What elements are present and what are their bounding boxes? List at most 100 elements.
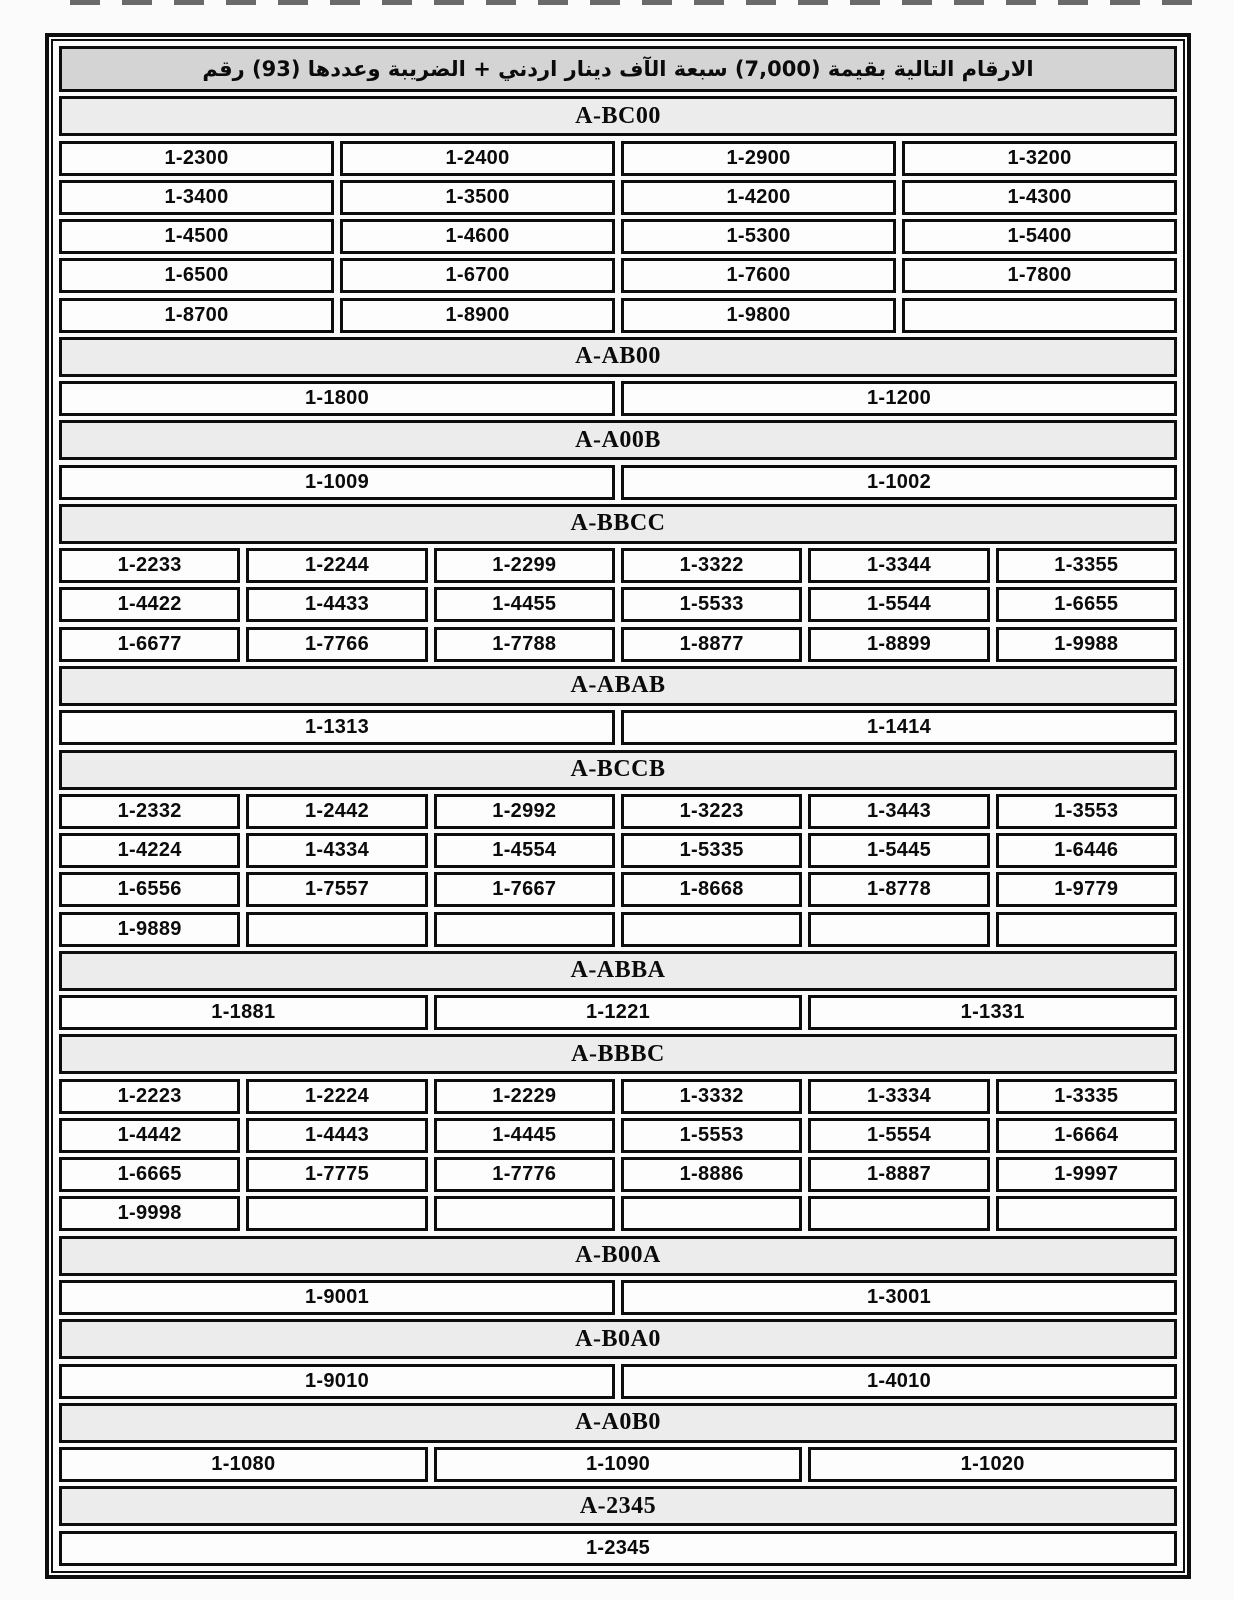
number-cell: 1-3335 bbox=[995, 1078, 1177, 1114]
number-cell: 1-2332 bbox=[59, 793, 241, 829]
number-cell: 1-2233 bbox=[59, 548, 241, 584]
table-row: 1-8700 1-8900 1-9800 bbox=[59, 297, 1177, 333]
section-header-A-A0B0: A-A0B0 bbox=[59, 1402, 1177, 1443]
section-header-A-B00A: A-B00A bbox=[59, 1235, 1177, 1276]
table-row: 1-1009 1-1002 bbox=[59, 464, 1177, 500]
number-cell: 1-7600 bbox=[621, 258, 896, 294]
number-cell: 1-6677 bbox=[59, 626, 241, 662]
number-cell: 1-4224 bbox=[59, 833, 241, 869]
number-cell: 1-5544 bbox=[808, 587, 990, 623]
number-cell: 1-5445 bbox=[808, 833, 990, 869]
table-row: 1-1080 1-1090 1-1020 bbox=[59, 1447, 1178, 1483]
section-header-A-A00B: A-A00B bbox=[59, 420, 1177, 461]
number-cell: 1-4443 bbox=[246, 1117, 428, 1153]
number-cell: 1-4010 bbox=[621, 1363, 1177, 1399]
number-cell: 1-8668 bbox=[620, 872, 803, 908]
number-cell: 1-4445 bbox=[433, 1117, 615, 1153]
section-header-A-BBCC: A-BBCC bbox=[59, 503, 1177, 544]
table-row: 1-6556 1-7557 1-7667 1-8668 1-8778 1-9779 bbox=[59, 872, 1177, 908]
number-cell: 1-6655 bbox=[995, 587, 1177, 623]
table-row: 1-1881 1-1221 1-1331 bbox=[59, 995, 1178, 1031]
number-cell: 1-6446 bbox=[995, 833, 1177, 869]
empty-cell bbox=[433, 1196, 615, 1232]
number-cell: 1-4334 bbox=[246, 833, 428, 869]
number-cell: 1-4200 bbox=[621, 179, 896, 215]
number-cell: 1-8887 bbox=[808, 1157, 990, 1193]
empty-cell bbox=[902, 297, 1177, 333]
table-row: 1-1800 1-1200 bbox=[59, 381, 1177, 417]
number-cell: 1-6665 bbox=[59, 1157, 241, 1193]
number-cell: 1-6500 bbox=[59, 258, 334, 294]
number-cell: 1-5554 bbox=[808, 1117, 990, 1153]
number-cell: 1-3322 bbox=[620, 548, 803, 584]
number-cell: 1-2992 bbox=[433, 793, 615, 829]
empty-cell bbox=[808, 1196, 990, 1232]
number-cell: 1-2229 bbox=[433, 1078, 615, 1114]
table-row: 1-2332 1-2442 1-2992 1-3223 1-3443 1-3553 bbox=[59, 793, 1177, 829]
number-cell: 1-7667 bbox=[433, 872, 615, 908]
number-cell: 1-4600 bbox=[340, 219, 615, 255]
number-cell: 1-5553 bbox=[620, 1117, 803, 1153]
table-row: 1-2300 1-2400 1-2900 1-3200 bbox=[59, 140, 1177, 176]
number-cell: 1-7766 bbox=[246, 626, 428, 662]
number-cell: 1-1020 bbox=[808, 1447, 1178, 1483]
cut-off-previous-row-fragments bbox=[70, 0, 1200, 5]
number-cell: 1-4500 bbox=[59, 219, 334, 255]
empty-cell bbox=[620, 911, 803, 947]
empty-cell bbox=[433, 911, 615, 947]
number-cell: 1-4422 bbox=[59, 587, 241, 623]
table-row: 1-4224 1-4334 1-4554 1-5335 1-5445 1-6446 bbox=[59, 833, 1177, 869]
empty-cell bbox=[246, 1196, 428, 1232]
number-cell: 1-9997 bbox=[995, 1157, 1177, 1193]
number-cell: 1-9988 bbox=[995, 626, 1177, 662]
table-row: 1-4442 1-4443 1-4445 1-5553 1-5554 1-6664 bbox=[59, 1117, 1177, 1153]
empty-cell bbox=[620, 1196, 803, 1232]
number-cell: 1-8899 bbox=[808, 626, 990, 662]
number-cell: 1-5335 bbox=[620, 833, 803, 869]
number-cell: 1-1414 bbox=[621, 710, 1177, 746]
number-cell: 1-7788 bbox=[433, 626, 615, 662]
section-header-A-ABBA: A-ABBA bbox=[59, 950, 1177, 991]
section-header-A-BC00: A-BC00 bbox=[59, 96, 1177, 137]
table-row: 1-4500 1-4600 1-5300 1-5400 bbox=[59, 219, 1177, 255]
table-row: 1-3400 1-3500 1-4200 1-4300 bbox=[59, 179, 1177, 215]
table-row: 1-9001 1-3001 bbox=[59, 1279, 1177, 1315]
number-cell: 1-4300 bbox=[902, 179, 1177, 215]
section-header-A-ABAB: A-ABAB bbox=[59, 665, 1177, 706]
number-cell: 1-8900 bbox=[340, 297, 615, 333]
document-sheet: الارقام التالية بقيمة (7,000) سبعة الآف … bbox=[45, 33, 1191, 1579]
number-cell: 1-2900 bbox=[621, 140, 896, 176]
number-cell: 1-8886 bbox=[620, 1157, 803, 1193]
number-cell: 1-9001 bbox=[59, 1279, 615, 1315]
number-cell: 1-9998 bbox=[59, 1196, 241, 1232]
number-cell: 1-1200 bbox=[621, 381, 1177, 417]
number-cell: 1-5400 bbox=[902, 219, 1177, 255]
table-row: 1-6665 1-7775 1-7776 1-8886 1-8887 1-9997 bbox=[59, 1157, 1177, 1193]
table-row: 1-2233 1-2244 1-2299 1-3322 1-3344 1-3355 bbox=[59, 548, 1177, 584]
plate-number-table: الارقام التالية بقيمة (7,000) سبعة الآف … bbox=[51, 39, 1185, 1573]
empty-cell bbox=[995, 1196, 1177, 1232]
section-header-A-AB00: A-AB00 bbox=[59, 336, 1177, 377]
number-cell: 1-9779 bbox=[995, 872, 1177, 908]
number-cell: 1-1009 bbox=[59, 464, 615, 500]
number-cell: 1-7776 bbox=[433, 1157, 615, 1193]
number-cell: 1-7775 bbox=[246, 1157, 428, 1193]
number-cell: 1-3355 bbox=[995, 548, 1177, 584]
number-cell: 1-2442 bbox=[246, 793, 428, 829]
number-cell: 1-2299 bbox=[433, 548, 615, 584]
number-cell: 1-3443 bbox=[808, 793, 990, 829]
number-cell: 1-9800 bbox=[621, 297, 896, 333]
table-row: 1-9010 1-4010 bbox=[59, 1363, 1177, 1399]
document-title: الارقام التالية بقيمة (7,000) سبعة الآف … bbox=[59, 46, 1177, 92]
number-cell: 1-1090 bbox=[433, 1447, 803, 1483]
number-cell: 1-5533 bbox=[620, 587, 803, 623]
number-cell: 1-2244 bbox=[246, 548, 428, 584]
number-cell: 1-7800 bbox=[902, 258, 1177, 294]
number-cell: 1-3553 bbox=[995, 793, 1177, 829]
empty-cell bbox=[808, 911, 990, 947]
table-row: 1-9889 bbox=[59, 911, 1177, 947]
number-cell: 1-3001 bbox=[621, 1279, 1177, 1315]
number-cell: 1-2345 bbox=[59, 1530, 1177, 1566]
number-cell: 1-2223 bbox=[59, 1078, 241, 1114]
number-cell: 1-3334 bbox=[808, 1078, 990, 1114]
